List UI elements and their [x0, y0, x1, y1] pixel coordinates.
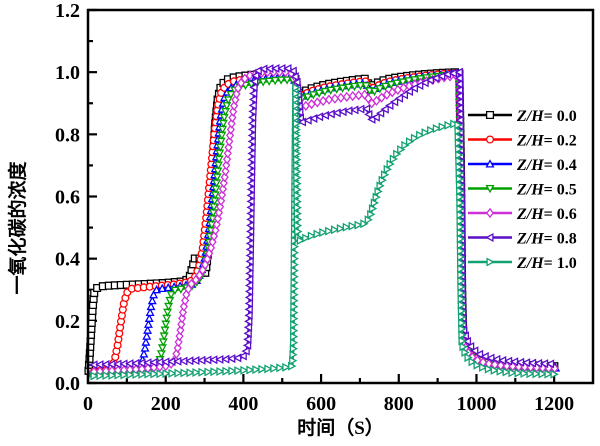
x-tick-label: 800 — [384, 393, 414, 415]
y-tick-label: 0.6 — [55, 187, 80, 209]
x-tick-label: 1200 — [534, 393, 574, 415]
legend-label: Z/H= 0.5 — [516, 182, 577, 199]
legend-item: Z/H= 0.5 — [468, 182, 577, 199]
plot-frame — [86, 8, 595, 385]
y-tick-label: 1.0 — [55, 62, 80, 84]
legend-item: Z/H= 1.0 — [468, 255, 577, 272]
legend-item: Z/H= 0.2 — [468, 133, 577, 150]
y-tick-label: 0.2 — [55, 311, 80, 333]
series-1.0 — [87, 83, 559, 381]
x-tick-label: 600 — [306, 393, 336, 415]
x-tick-label: 400 — [228, 393, 258, 415]
legend-item: Z/H= 0.6 — [468, 206, 577, 223]
legend-label: Z/H= 0.8 — [516, 231, 577, 248]
y-tick-label: 0.4 — [55, 249, 80, 271]
x-tick-label: 1000 — [456, 393, 496, 415]
x-tick-label: 200 — [151, 393, 181, 415]
legend-label: Z/H= 0.6 — [516, 206, 577, 223]
legend-label: Z/H= 0.2 — [516, 133, 577, 150]
axes-ticks — [86, 8, 556, 385]
y-axis-label: 一氧化碳的浓度 — [6, 161, 29, 295]
y-tick-label: 0.8 — [55, 124, 80, 146]
series-0.8 — [87, 63, 557, 370]
y-tick-label: 0.0 — [55, 373, 80, 395]
legend-label: Z/H= 0.4 — [516, 157, 577, 174]
legend-item: Z/H= 0.0 — [468, 108, 577, 125]
x-axis-label: 时间（S） — [297, 416, 384, 439]
legend-label: Z/H= 0.0 — [516, 108, 577, 125]
y-tick-label: 1.2 — [55, 0, 80, 22]
legend-item: Z/H= 0.4 — [468, 157, 577, 174]
legend-item: Z/H= 0.8 — [468, 231, 577, 248]
x-tick-label: 0 — [83, 393, 93, 415]
legend: Z/H= 0.0 Z/H= 0.2 Z/H= 0.4 Z/H= 0.5 Z/H= 0.6… — [468, 108, 577, 272]
legend-label: Z/H= 1.0 — [516, 255, 577, 272]
